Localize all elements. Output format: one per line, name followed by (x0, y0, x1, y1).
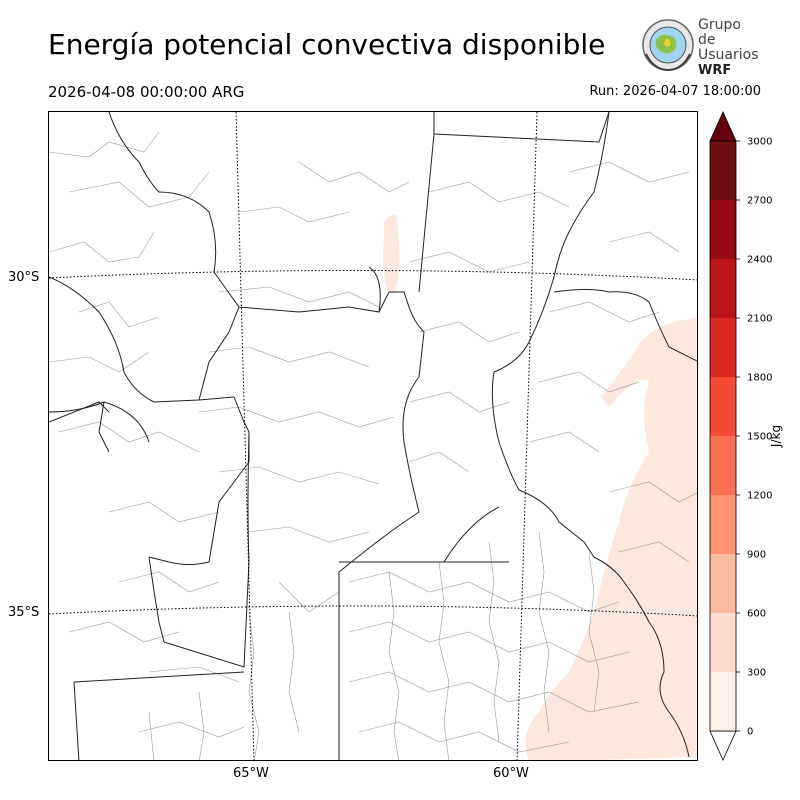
colorbar-tick-label: 300 (747, 668, 766, 679)
map-title: Energía potencial convectiva disponible (48, 28, 606, 61)
colorbar-over-arrow (709, 111, 737, 142)
globe-icon (642, 19, 694, 72)
colorbar-band (710, 495, 736, 554)
colorbar-band (710, 259, 736, 318)
colorbar-tick-label: 0 (747, 727, 753, 738)
colorbar-band (710, 613, 736, 672)
cape-shading (383, 214, 697, 760)
valid-time: 2026-04-08 00:00:00 ARG (48, 83, 245, 101)
map-panel[interactable] (48, 111, 698, 761)
colorbar-tick-label: 2400 (747, 255, 772, 266)
colorbar-band (710, 436, 736, 495)
lon-label-65w: 65°W (233, 766, 269, 781)
lat-label-35s: 35°S (8, 605, 40, 620)
colorbar-tick-label: 3000 (747, 137, 772, 148)
colorbar-under-arrow (709, 730, 737, 761)
colorbar-tick-label: 1200 (747, 491, 772, 502)
colorbar-tick-label: 1500 (747, 432, 772, 443)
colorbar-band (710, 672, 736, 731)
graticule (49, 112, 697, 760)
colorbar-band (710, 377, 736, 436)
wrf-logo: Grupo de Usuarios WRF (640, 17, 760, 78)
colorbar-band (710, 554, 736, 613)
lon-label-60w: 60°W (493, 766, 529, 781)
province-borders (49, 112, 697, 760)
colorbar-band (710, 141, 736, 200)
map-canvas (49, 112, 697, 760)
colorbar-unit: J/kg (769, 424, 783, 448)
colorbar-ticks: 0 300 600 900 1200 1500 1800 2100 2400 2700 3000 (736, 137, 772, 738)
county-lines (49, 131, 697, 760)
logo-line-3: WRF (698, 63, 732, 78)
colorbar-tick-label: 1800 (747, 373, 772, 384)
colorbar-band (710, 318, 736, 377)
colorbar-bands (709, 111, 737, 761)
colorbar-band (710, 200, 736, 259)
run-time: Run: 2026-04-07 18:00:00 (589, 84, 761, 99)
lat-label-30s: 30°S (8, 270, 40, 285)
colorbar-tick-label: 2700 (747, 196, 772, 207)
colorbar: 0 300 600 900 1200 1500 1800 2100 2400 2700 3000 (709, 111, 772, 761)
logo-line-1: Grupo de (698, 17, 741, 48)
colorbar-tick-label: 2100 (747, 314, 772, 325)
colorbar-tick-label: 600 (747, 609, 766, 620)
logo-line-2: Usuarios (698, 47, 759, 63)
colorbar-tick-label: 900 (747, 550, 766, 561)
